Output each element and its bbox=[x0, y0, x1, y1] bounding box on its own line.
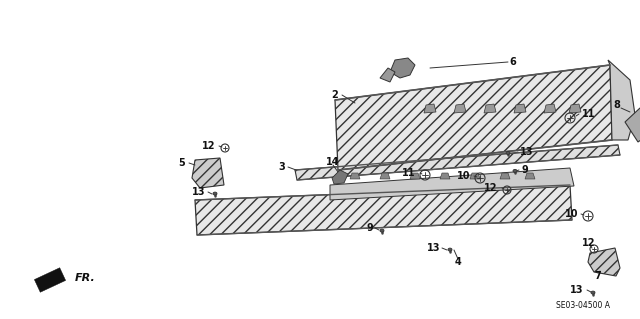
Text: FR.: FR. bbox=[75, 273, 96, 283]
Polygon shape bbox=[35, 268, 66, 292]
Polygon shape bbox=[544, 104, 556, 113]
Text: 13: 13 bbox=[191, 187, 205, 197]
Ellipse shape bbox=[380, 229, 384, 232]
Ellipse shape bbox=[513, 169, 517, 172]
Ellipse shape bbox=[213, 192, 217, 195]
Polygon shape bbox=[295, 145, 620, 180]
Text: 12: 12 bbox=[483, 183, 497, 193]
Polygon shape bbox=[350, 173, 360, 179]
Polygon shape bbox=[588, 248, 620, 276]
Polygon shape bbox=[608, 60, 635, 140]
Text: 10: 10 bbox=[456, 171, 470, 181]
Text: SE03-04500 A: SE03-04500 A bbox=[556, 301, 610, 310]
Polygon shape bbox=[440, 173, 450, 179]
Ellipse shape bbox=[506, 152, 510, 154]
Polygon shape bbox=[195, 185, 572, 235]
Text: 8: 8 bbox=[613, 100, 620, 110]
Ellipse shape bbox=[448, 248, 452, 251]
Text: 5: 5 bbox=[179, 158, 185, 168]
Text: 11: 11 bbox=[582, 109, 595, 119]
Polygon shape bbox=[470, 173, 480, 179]
Polygon shape bbox=[569, 104, 581, 113]
Text: 12: 12 bbox=[202, 141, 215, 151]
Polygon shape bbox=[424, 104, 436, 113]
Text: 13: 13 bbox=[570, 285, 583, 295]
Text: 13: 13 bbox=[520, 147, 534, 157]
Polygon shape bbox=[380, 173, 390, 179]
Text: 4: 4 bbox=[454, 257, 461, 267]
Text: 6: 6 bbox=[509, 57, 516, 67]
Polygon shape bbox=[332, 170, 348, 184]
Text: 11: 11 bbox=[401, 168, 415, 178]
Polygon shape bbox=[192, 158, 224, 188]
Text: 3: 3 bbox=[278, 162, 285, 172]
Text: 9: 9 bbox=[366, 223, 373, 233]
Polygon shape bbox=[484, 104, 496, 113]
Text: 2: 2 bbox=[332, 90, 338, 100]
Text: 9: 9 bbox=[522, 165, 529, 175]
Polygon shape bbox=[500, 173, 510, 179]
Text: 12: 12 bbox=[582, 238, 596, 248]
Polygon shape bbox=[390, 58, 415, 78]
Text: 13: 13 bbox=[426, 243, 440, 253]
Polygon shape bbox=[410, 173, 420, 179]
Ellipse shape bbox=[591, 291, 595, 294]
Polygon shape bbox=[454, 104, 466, 113]
Text: 14: 14 bbox=[326, 157, 340, 167]
Polygon shape bbox=[330, 168, 574, 200]
Polygon shape bbox=[514, 104, 526, 113]
Polygon shape bbox=[380, 68, 395, 82]
Polygon shape bbox=[525, 173, 535, 179]
Polygon shape bbox=[335, 65, 612, 170]
Polygon shape bbox=[625, 108, 640, 142]
Text: 10: 10 bbox=[564, 209, 578, 219]
Text: 7: 7 bbox=[595, 271, 602, 281]
